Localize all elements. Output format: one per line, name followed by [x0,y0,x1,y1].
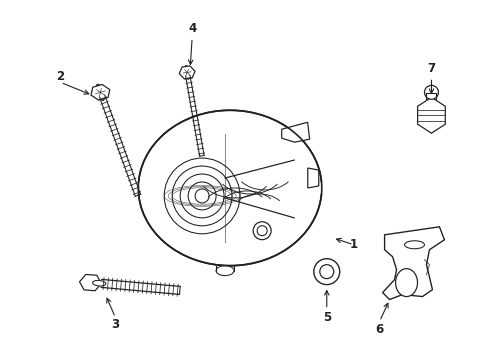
Circle shape [319,265,333,279]
Polygon shape [417,97,445,133]
Circle shape [313,259,339,285]
Text: 5: 5 [322,311,330,324]
Ellipse shape [404,241,424,249]
Ellipse shape [92,280,105,286]
Circle shape [253,222,270,240]
Text: 2: 2 [56,70,64,83]
Polygon shape [307,168,318,188]
Circle shape [257,226,266,236]
Ellipse shape [184,66,189,79]
Text: 6: 6 [375,323,383,336]
Polygon shape [80,274,101,291]
Ellipse shape [395,269,417,297]
Ellipse shape [96,84,104,100]
Polygon shape [382,227,444,300]
Text: 1: 1 [349,238,357,251]
Text: 4: 4 [188,22,196,35]
Polygon shape [91,85,110,100]
Polygon shape [179,66,195,79]
Text: 7: 7 [427,62,435,75]
Text: 3: 3 [111,318,119,331]
Circle shape [424,85,438,99]
Ellipse shape [216,266,234,276]
Ellipse shape [138,110,321,266]
Polygon shape [281,122,309,142]
